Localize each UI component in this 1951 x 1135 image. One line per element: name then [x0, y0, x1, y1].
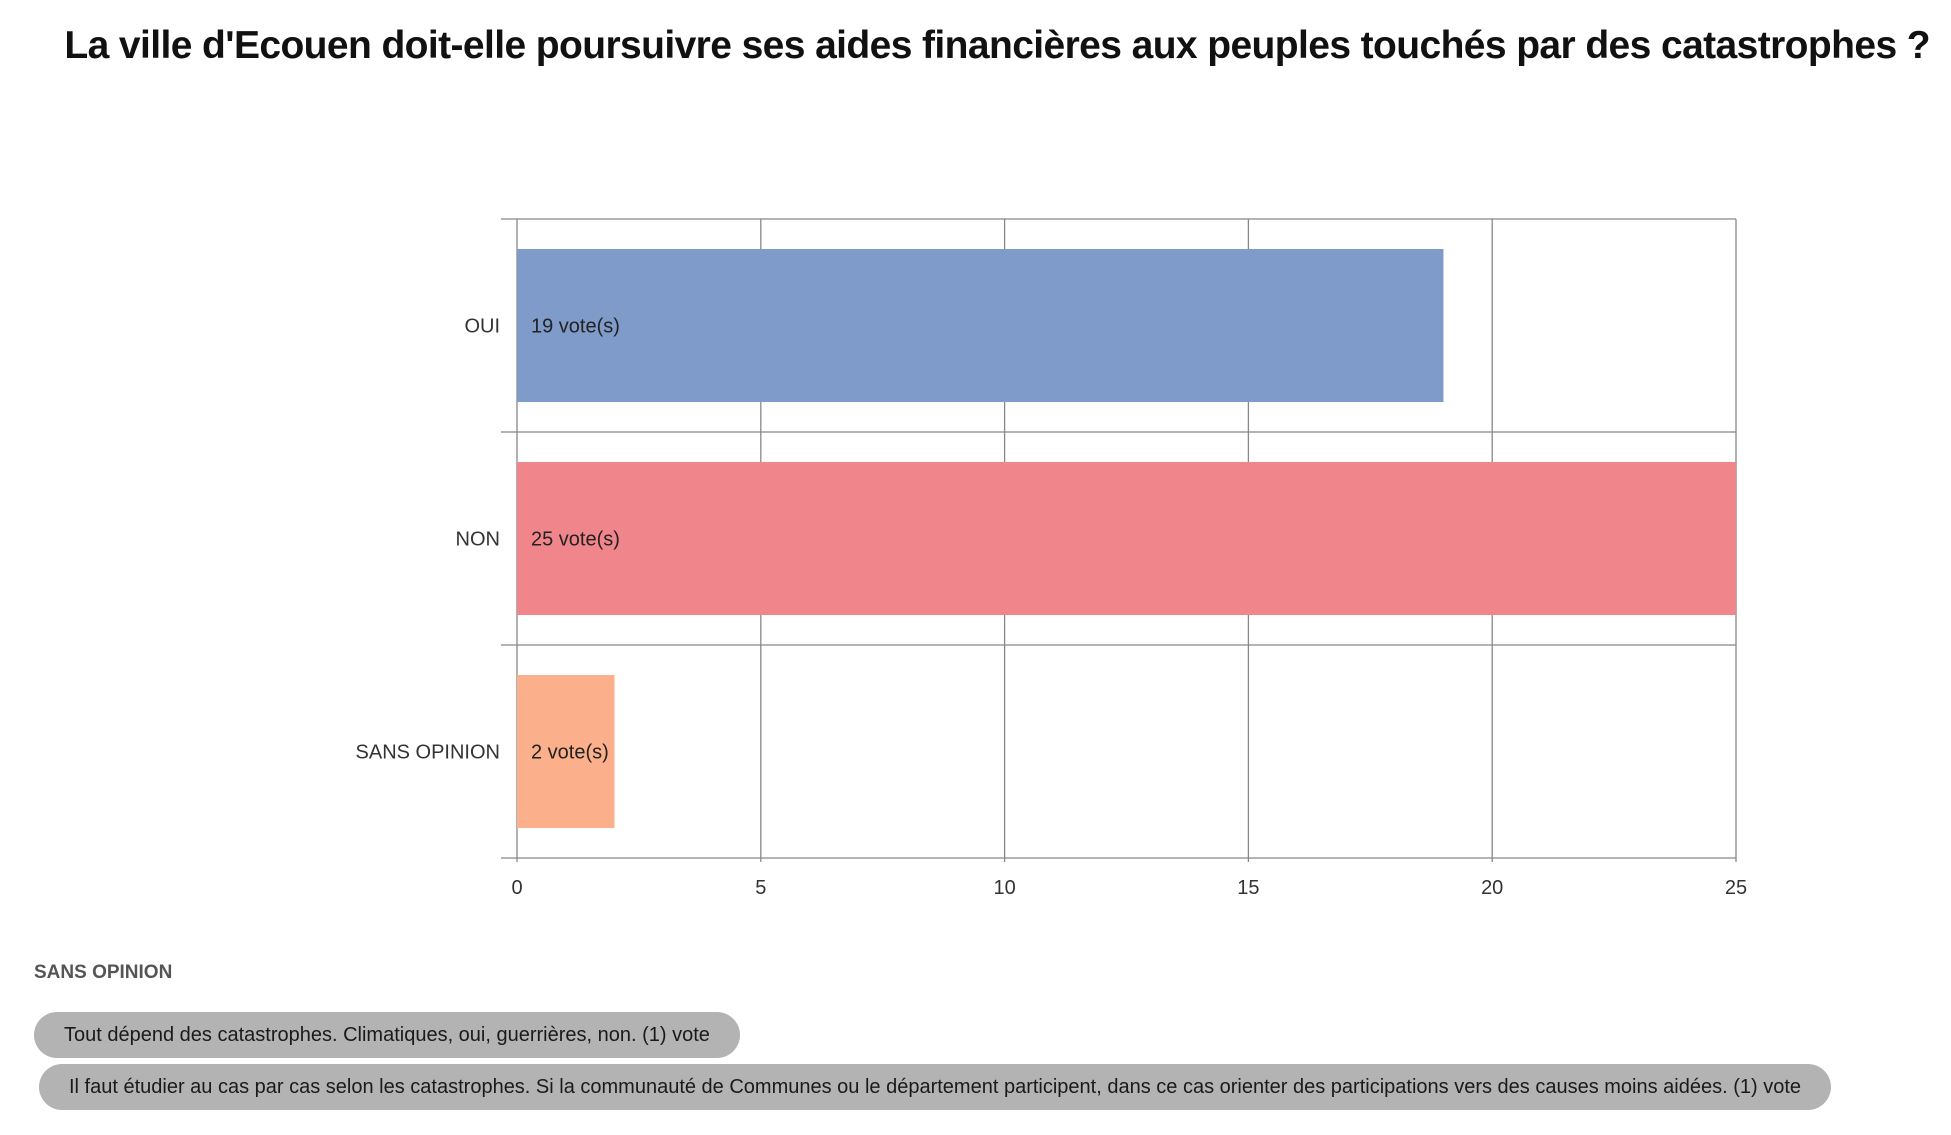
page-title: La ville d'Ecouen doit-elle poursuivre s… [64, 24, 1930, 67]
chart-labels: 0 5 10 15 20 25 OUI 19 vote(s) NON 25 vote(s) SANS… [356, 316, 1748, 900]
x-tick-label: 20 [1481, 877, 1503, 899]
chart-bars [517, 249, 1736, 828]
category-label: SANS OPINION [356, 742, 500, 764]
bar-value-label: 19 vote(s) [531, 316, 620, 338]
comments-heading: SANS OPINION [34, 962, 173, 983]
bar-value-label: 2 vote(s) [531, 742, 609, 764]
comments-list: Tout dépend des catastrophes. Climatique… [34, 1012, 1934, 1116]
x-tick-label: 5 [755, 877, 766, 899]
x-tick-label: 25 [1725, 877, 1747, 899]
bar-non [517, 462, 1736, 615]
x-tick-label: 0 [511, 877, 522, 899]
category-label: OUI [464, 316, 500, 338]
comment-pill: Il faut étudier au cas par cas selon les… [39, 1064, 1832, 1110]
bar-oui [517, 249, 1444, 402]
x-tick-label: 15 [1237, 877, 1259, 899]
category-label: NON [456, 529, 500, 551]
bar-chart: 0 5 10 15 20 25 OUI 19 vote(s) NON 25 vote(s) SANS… [356, 218, 1748, 900]
comment-pill: Tout dépend des catastrophes. Climatique… [34, 1012, 740, 1058]
x-tick-label: 10 [993, 877, 1015, 899]
bar-sans-opinion [517, 675, 615, 828]
bar-value-label: 25 vote(s) [531, 529, 620, 551]
